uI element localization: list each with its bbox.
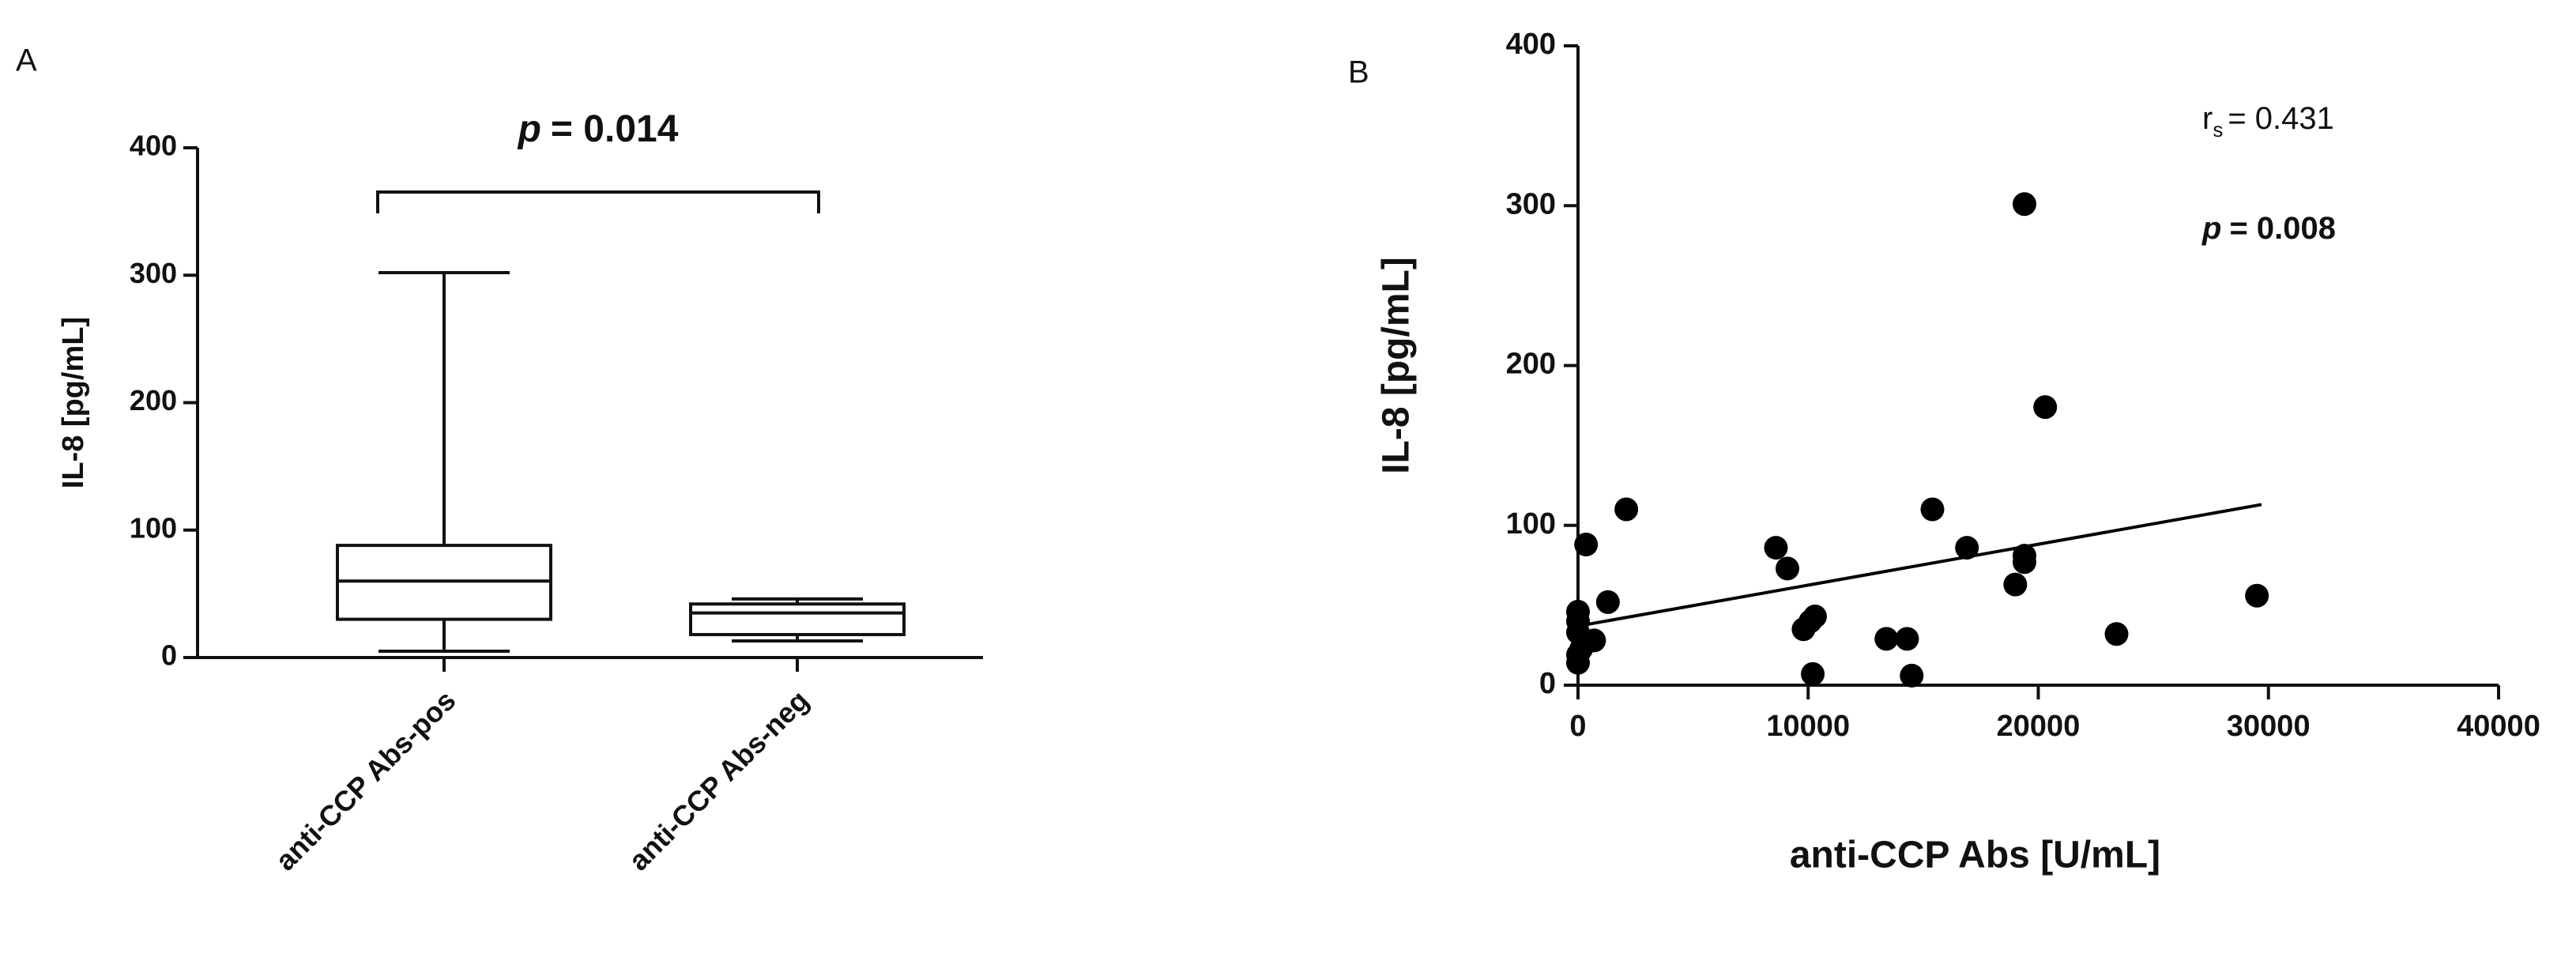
x-tick-label: 40000 — [2457, 710, 2540, 743]
y-tick-label: 300 — [130, 257, 177, 289]
annotation-text: = 0.008 — [2229, 211, 2336, 246]
point — [1595, 590, 1620, 614]
point — [1955, 536, 1979, 560]
x-tick-label: 0 — [1569, 710, 1586, 743]
point — [2013, 550, 2037, 575]
x-tick-label: 10000 — [1766, 710, 1850, 743]
y-tick-label: 0 — [1539, 667, 1556, 700]
trendline — [1577, 503, 2262, 628]
y-tick-label: 400 — [1506, 28, 1556, 61]
x-tick-label: 30000 — [2227, 710, 2310, 743]
y-tick-label: 200 — [1506, 348, 1556, 381]
annotation-text: = 0.014 — [551, 108, 679, 150]
x-axis-label: anti-CCP Abs [U/mL] — [1790, 835, 2160, 876]
panel-label: B — [1348, 55, 1369, 90]
point — [1895, 627, 1919, 651]
point — [1574, 533, 1599, 557]
y-axis-label: IL-8 [pg/mL] — [1376, 257, 1418, 474]
annotation-symbol: p — [2201, 211, 2221, 246]
x-tick-label: anti-CCP Abs-pos — [269, 684, 461, 876]
point — [1566, 599, 1590, 624]
x-tick-label: 20000 — [1997, 710, 2081, 743]
point — [1802, 605, 1827, 629]
y-tick-label: 300 — [1506, 187, 1556, 220]
annotation-subscript: s — [2213, 118, 2223, 141]
point — [1776, 556, 1800, 581]
point — [2013, 192, 2037, 217]
point — [2104, 622, 2129, 646]
point — [2003, 572, 2028, 597]
annotation-text: = 0.431 — [2228, 101, 2334, 136]
y-tick-label: 0 — [161, 639, 177, 672]
annotation-symbol: r — [2202, 101, 2213, 136]
y-tick-label: 200 — [130, 384, 177, 416]
panel-label: A — [16, 43, 37, 78]
point — [2033, 395, 2058, 420]
point — [1801, 661, 1825, 686]
box — [689, 602, 906, 636]
bracket — [376, 190, 820, 213]
y-axis-label: IL-8 [pg/mL] — [57, 317, 90, 488]
point — [1569, 636, 1594, 661]
x-tick-label: anti-CCP Abs-neg — [622, 684, 815, 876]
annotation: p = 0.008 — [2201, 211, 2336, 246]
point — [1920, 497, 1945, 522]
point — [1614, 497, 1639, 522]
point — [1764, 536, 1788, 560]
y-tick-label: 100 — [1506, 507, 1556, 541]
point — [1874, 627, 1899, 651]
annotation: rs = 0.431 — [2202, 101, 2334, 141]
annotation: p = 0.014 — [517, 108, 679, 150]
annotation-symbol: p — [517, 108, 541, 150]
point — [1900, 663, 1924, 688]
point — [2245, 583, 2269, 608]
y-tick-label: 400 — [130, 130, 177, 162]
y-tick-label: 100 — [130, 511, 177, 544]
